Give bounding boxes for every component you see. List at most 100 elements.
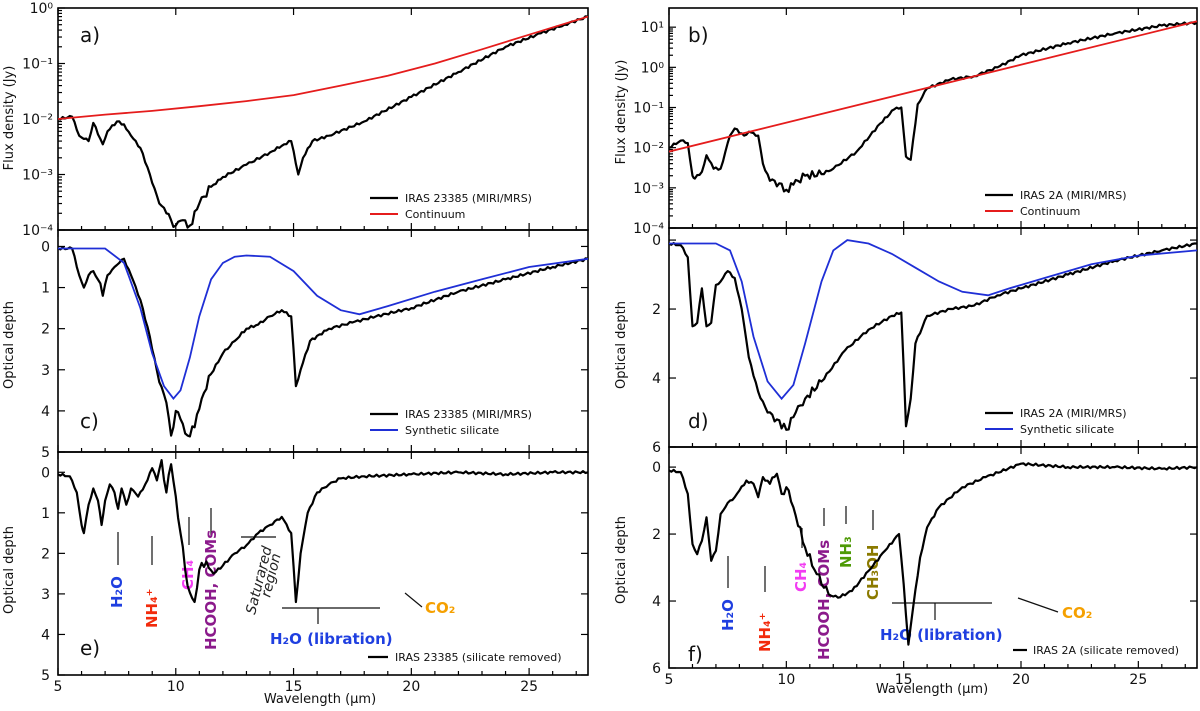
y-tick-label: 4 xyxy=(652,594,661,610)
y-tick-label: 6 xyxy=(652,661,661,677)
series-observed xyxy=(58,459,588,604)
y-tick-label: 6 xyxy=(652,440,661,456)
x-tick-label: 20 xyxy=(402,679,420,695)
legend-label-synthetic: Synthetic silicate xyxy=(1020,423,1114,436)
y-tick-label: 2 xyxy=(41,546,50,562)
panel-e-legend: IRAS 23385 (silicate removed) xyxy=(368,651,562,664)
panel-f-label: f) xyxy=(688,642,703,666)
panel-a: 10⁰ 10⁻¹ 10⁻² 10⁻³ 10⁻⁴ xyxy=(22,1,589,239)
annot-co2: CO₂ xyxy=(425,599,455,617)
panel-a-ylabel: Flux density (Jy) xyxy=(2,66,17,171)
panel-d-legend: IRAS 2A (MIRI/MRS) Synthetic silicate xyxy=(985,407,1127,436)
y-tick-label: 10⁻² xyxy=(22,112,53,128)
annot-h2o: H₂O xyxy=(719,599,737,631)
y-tick-label: 1 xyxy=(41,506,50,522)
legend-label-observed: IRAS 23385 (silicate removed) xyxy=(395,651,562,664)
annot-ch4: CH₄ xyxy=(179,560,197,590)
legend-label-continuum: Continuum xyxy=(1020,205,1080,218)
panel-f-annotations: H₂O NH₄⁺ CH₄ HCOOH, COMs NH₃ CH₃OH H₂O (… xyxy=(719,506,1092,660)
leader-co2 xyxy=(404,592,423,608)
series-continuum xyxy=(58,15,588,120)
y-tick-label: 2 xyxy=(41,322,50,338)
series-synthetic-silicate xyxy=(669,239,1197,401)
series-observed xyxy=(58,15,588,229)
panel-b-legend: IRAS 2A (MIRI/MRS) Continuum xyxy=(985,189,1127,218)
legend-label-observed: IRAS 23385 (MIRI/MRS) xyxy=(405,408,532,421)
annot-ch3oh: CH₃OH xyxy=(864,545,882,600)
x-tick-label: 10 xyxy=(777,672,795,688)
y-tick-label: 0 xyxy=(41,239,50,255)
y-tick-label: 10⁻⁴ xyxy=(22,223,53,239)
panel-e-ylabel: Optical depth xyxy=(2,526,17,614)
panel-e-frame xyxy=(57,451,589,676)
x-tick-label: 15 xyxy=(285,679,303,695)
y-tick-label: 3 xyxy=(41,587,50,603)
series-synthetic-silicate xyxy=(58,247,588,401)
y-tick-label: 10⁻¹ xyxy=(633,100,664,116)
y-tick-label: 10⁻³ xyxy=(633,181,664,197)
y-tick-label: 10⁻¹ xyxy=(22,57,53,73)
annot-libration: H₂O (libration) xyxy=(880,626,1003,644)
xlabel-right: Wavelength (µm) xyxy=(876,682,988,697)
annot-hcooh: HCOOH, COMs xyxy=(202,530,220,650)
y-tick-label: 4 xyxy=(652,371,661,387)
panel-e-annotations: H₂O NH₄⁺ CH₄ HCOOH, COMs Saturared regio… xyxy=(108,508,455,650)
panel-f: 5 10 15 20 25 0 2 4 6 xyxy=(652,446,1198,688)
legend-label-observed: IRAS 2A (silicate removed) xyxy=(1033,644,1179,657)
panel-a-legend: IRAS 23385 (MIRI/MRS) Continuum xyxy=(370,192,532,221)
y-tick-label: 2 xyxy=(652,302,661,318)
y-tick-label: 1 xyxy=(41,281,50,297)
y-tick-label: 4 xyxy=(41,404,50,420)
legend-label-continuum: Continuum xyxy=(405,208,465,221)
annot-ch4: CH₄ xyxy=(792,562,810,592)
legend-label-synthetic: Synthetic silicate xyxy=(405,424,499,437)
panel-b: 10¹ 10⁰ 10⁻¹ 10⁻² 10⁻³ 10⁻⁴ xyxy=(633,7,1198,237)
x-tick-label: 15 xyxy=(895,672,913,688)
annot-h2o: H₂O xyxy=(108,576,126,608)
panel-a-label: a) xyxy=(80,23,100,47)
x-tick-label: 5 xyxy=(54,679,63,695)
y-tick-label: 2 xyxy=(652,527,661,543)
y-tick-label: 0 xyxy=(41,465,50,481)
x-tick-label: 25 xyxy=(520,679,538,695)
x-tick-label: 5 xyxy=(665,672,674,688)
y-tick-label: 5 xyxy=(41,445,50,461)
panel-f-legend: IRAS 2A (silicate removed) xyxy=(1013,644,1179,657)
panel-e-label: e) xyxy=(80,636,100,660)
x-tick-label: 10 xyxy=(167,679,185,695)
legend-label-observed: IRAS 2A (MIRI/MRS) xyxy=(1020,407,1127,420)
y-tick-label: 3 xyxy=(41,363,50,379)
annot-co2: CO₂ xyxy=(1062,604,1092,622)
y-tick-label: 4 xyxy=(41,627,50,643)
panel-b-ylabel: Flux density (Jy) xyxy=(614,60,629,165)
panel-c-label: c) xyxy=(80,409,99,433)
annot-nh3: NH₃ xyxy=(837,536,855,568)
annot-hcooh: HCOOH, COMs xyxy=(815,540,833,660)
y-tick-label: 0 xyxy=(652,460,661,476)
x-tick-label: 25 xyxy=(1129,672,1147,688)
series-continuum xyxy=(669,20,1197,153)
y-tick-label: 10⁻⁴ xyxy=(633,221,664,237)
panel-d-label: d) xyxy=(688,409,709,433)
x-tick-label: 20 xyxy=(1012,672,1030,688)
panel-d: 0 2 4 6 xyxy=(652,227,1198,456)
chart-marks: 10⁰ 10⁻¹ 10⁻² 10⁻³ 10⁻⁴ 10¹ 10⁰ 10⁻¹ 10⁻² 10⁻³ 10⁻… xyxy=(22,1,1198,695)
panel-c: 0 1 2 3 4 5 xyxy=(41,229,589,461)
series-observed xyxy=(58,246,588,438)
panel-b-label: b) xyxy=(688,23,709,47)
y-tick-label: 10⁰ xyxy=(641,60,665,76)
legend-label-observed: IRAS 2A (MIRI/MRS) xyxy=(1020,189,1127,202)
panel-f-ylabel: Optical depth xyxy=(614,516,629,604)
y-tick-label: 5 xyxy=(41,668,50,684)
annot-nh4: NH₄⁺ xyxy=(756,612,774,652)
annot-nh4: NH₄⁺ xyxy=(143,588,161,628)
panel-d-ylabel: Optical depth xyxy=(614,301,629,389)
legend-label-observed: IRAS 23385 (MIRI/MRS) xyxy=(405,192,532,205)
leader-co2 xyxy=(1017,597,1059,613)
y-tick-label: 10⁻² xyxy=(633,141,664,157)
series-observed xyxy=(669,241,1197,431)
y-tick-label: 10⁰ xyxy=(30,1,54,17)
xlabel-left: Wavelength (µm) xyxy=(264,692,376,707)
panel-c-legend: IRAS 23385 (MIRI/MRS) Synthetic silicate xyxy=(370,408,532,437)
